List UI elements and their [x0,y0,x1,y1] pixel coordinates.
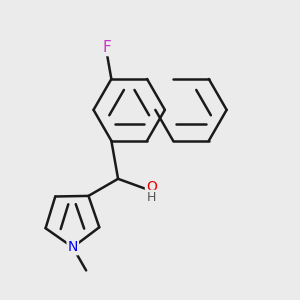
Text: O: O [146,180,157,194]
Text: F: F [103,40,111,55]
Text: N: N [68,240,78,254]
Text: H: H [147,191,156,204]
